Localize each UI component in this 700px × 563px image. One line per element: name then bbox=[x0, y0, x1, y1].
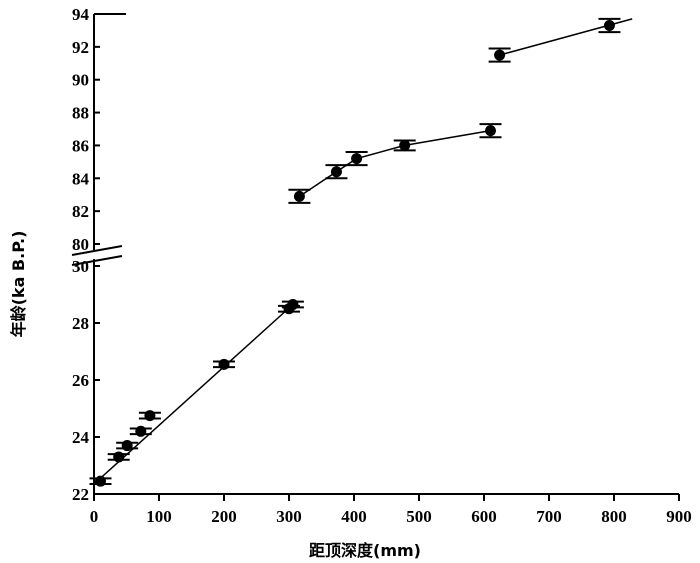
data-point bbox=[603, 20, 615, 31]
y-tick-label: 86 bbox=[72, 136, 89, 155]
y-ticks: 22 24 26 28 30 80 82 84 86 88 90 92 94 bbox=[72, 5, 100, 504]
y-tick-label: 82 bbox=[72, 202, 89, 221]
x-tick-label: 800 bbox=[601, 507, 627, 526]
data-point bbox=[218, 358, 230, 370]
data-point bbox=[351, 153, 363, 165]
data-point bbox=[293, 190, 305, 202]
data-point bbox=[287, 298, 299, 310]
x-tick-label: 900 bbox=[666, 507, 692, 526]
data-point bbox=[121, 440, 133, 452]
x-tick-label: 700 bbox=[536, 507, 562, 526]
y-tick-label: 80 bbox=[72, 235, 89, 254]
y-tick-label: 22 bbox=[72, 485, 89, 504]
y-tick-label: 94 bbox=[72, 5, 90, 24]
x-axis-title: 距顶深度(mm) bbox=[309, 541, 421, 560]
x-tick-label: 400 bbox=[341, 507, 367, 526]
data-point bbox=[330, 166, 342, 178]
x-tick-label: 600 bbox=[471, 507, 497, 526]
y-tick-label: 28 bbox=[72, 314, 89, 333]
fit-lines bbox=[93, 18, 633, 485]
y-tick-label: 24 bbox=[72, 428, 90, 447]
data-point bbox=[399, 139, 411, 151]
data-points bbox=[95, 20, 615, 487]
y-tick-label: 30 bbox=[72, 257, 89, 276]
data-point bbox=[135, 425, 147, 437]
y-tick-label: 90 bbox=[72, 71, 89, 90]
y-axis-title: 年龄(ka B.P.) bbox=[9, 231, 28, 338]
axis-break-mark bbox=[71, 255, 123, 266]
data-point bbox=[113, 451, 125, 463]
data-point bbox=[485, 125, 496, 137]
y-tick-label: 26 bbox=[72, 371, 89, 390]
x-tick-label: 200 bbox=[211, 507, 237, 526]
x-tick-label: 0 bbox=[90, 507, 99, 526]
y-tick-label: 88 bbox=[72, 104, 89, 123]
x-tick-label: 300 bbox=[276, 507, 302, 526]
data-point bbox=[95, 475, 106, 487]
x-ticks: 0 100 200 300 400 500 600 700 800 900 bbox=[90, 494, 692, 526]
y-tick-label: 92 bbox=[72, 38, 89, 57]
y-tick-label: 84 bbox=[72, 169, 90, 188]
axis-break-mark bbox=[71, 245, 123, 256]
x-tick-label: 500 bbox=[406, 507, 432, 526]
x-tick-label: 100 bbox=[146, 507, 172, 526]
data-point bbox=[494, 49, 506, 61]
error-bars bbox=[89, 17, 621, 486]
data-point bbox=[144, 410, 156, 422]
